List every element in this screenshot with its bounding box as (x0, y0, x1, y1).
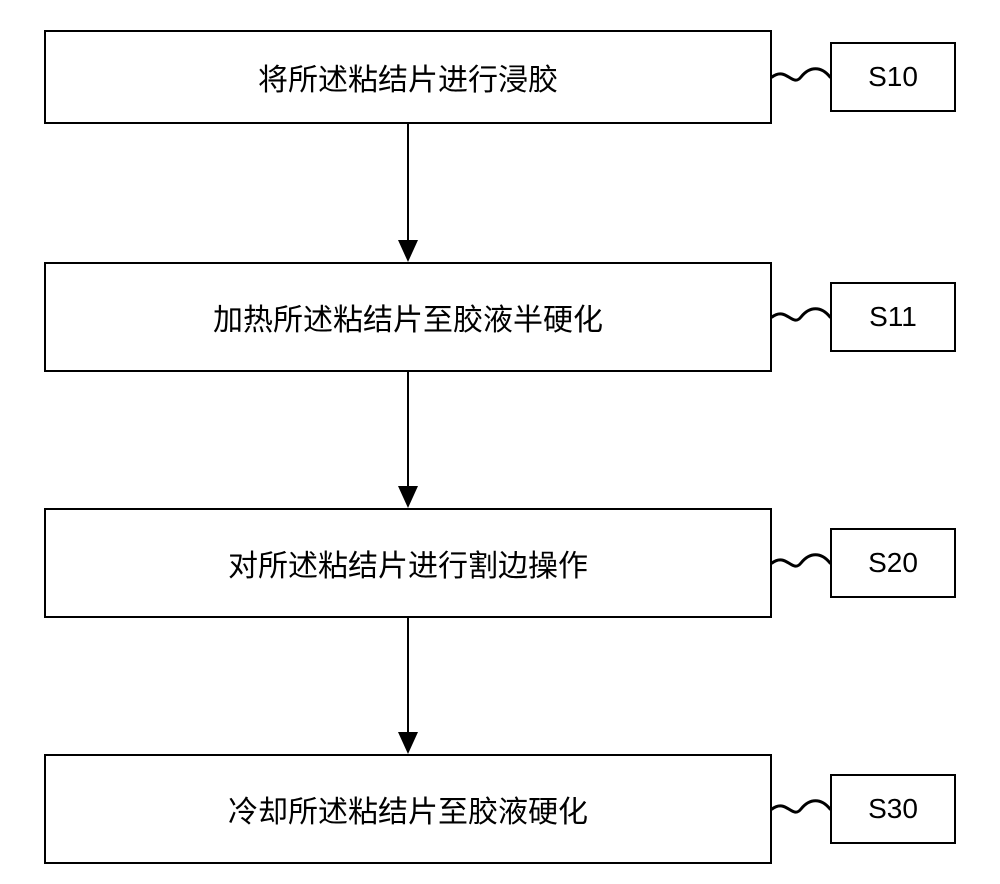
connector-1 (772, 297, 830, 337)
step-text: 冷却所述粘结片至胶液硬化 (228, 787, 588, 831)
label-text: S10 (868, 61, 918, 93)
label-text: S11 (869, 301, 917, 333)
flowchart-canvas: 将所述粘结片进行浸胶加热所述粘结片至胶液半硬化对所述粘结片进行割边操作冷却所述粘… (0, 0, 1000, 884)
step-text: 将所述粘结片进行浸胶 (258, 55, 558, 99)
label-box-s20: S20 (830, 528, 956, 598)
label-text: S20 (868, 547, 918, 579)
step-box-s10: 将所述粘结片进行浸胶 (44, 30, 772, 124)
label-text: S30 (868, 793, 918, 825)
step-text: 加热所述粘结片至胶液半硬化 (213, 295, 603, 339)
step-box-s20: 对所述粘结片进行割边操作 (44, 508, 772, 618)
step-box-s30: 冷却所述粘结片至胶液硬化 (44, 754, 772, 864)
label-box-s11: S11 (830, 282, 956, 352)
step-text: 对所述粘结片进行割边操作 (228, 541, 588, 585)
arrow-down-2 (396, 618, 420, 754)
connector-0 (772, 57, 830, 97)
connector-3 (772, 789, 830, 829)
step-box-s11: 加热所述粘结片至胶液半硬化 (44, 262, 772, 372)
label-box-s30: S30 (830, 774, 956, 844)
label-box-s10: S10 (830, 42, 956, 112)
arrow-down-1 (396, 372, 420, 508)
connector-2 (772, 543, 830, 583)
arrow-down-0 (396, 124, 420, 262)
